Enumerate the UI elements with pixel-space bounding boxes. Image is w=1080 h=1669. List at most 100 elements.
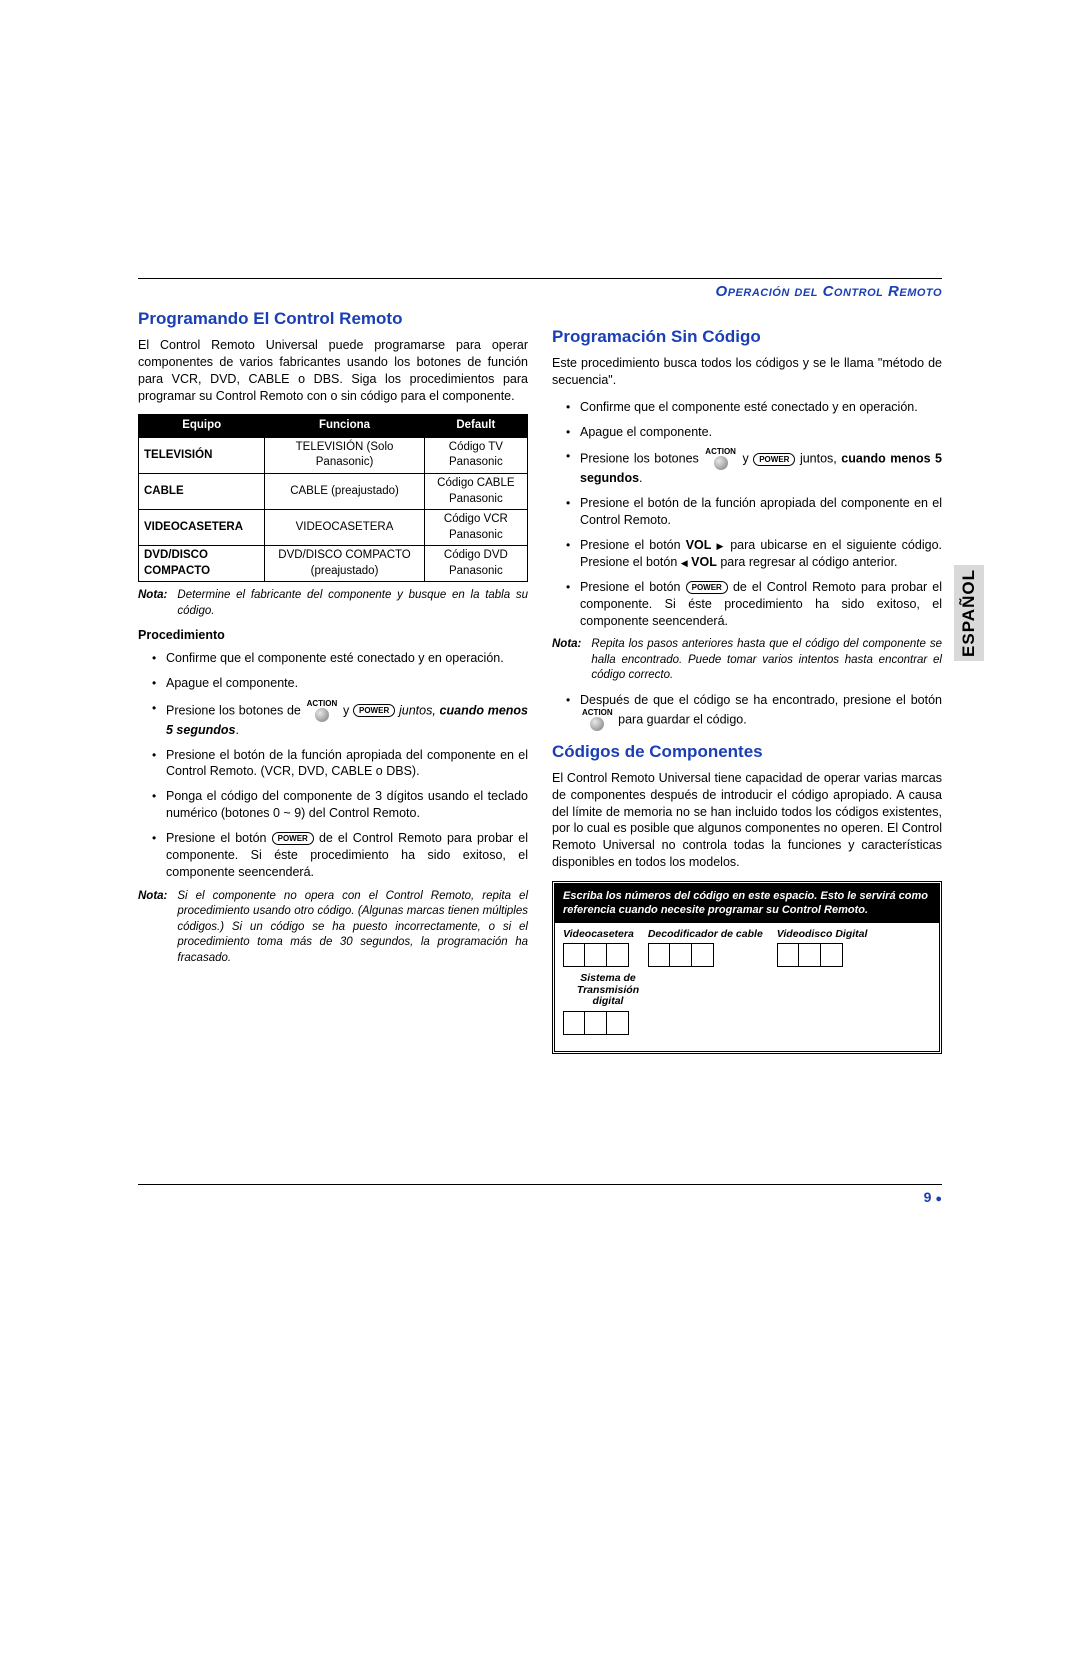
- digit-box[interactable]: [692, 943, 714, 967]
- codebox-cell-dvd: Videodisco Digital: [777, 929, 868, 968]
- period: .: [639, 471, 642, 485]
- digit-box[interactable]: [607, 943, 629, 967]
- codebox-cell-dbs: Sistema de Transmisión digital: [563, 973, 653, 1035]
- codes-intro: El Control Remoto Universal tiene capaci…: [552, 770, 942, 871]
- text: juntos,: [399, 703, 436, 717]
- header-rule: [138, 278, 942, 279]
- page-content: Operación del Control Remoto Programando…: [138, 278, 942, 1054]
- list-item: Presione el botón de la función apropiad…: [580, 495, 942, 529]
- digit-boxes: [563, 943, 634, 967]
- text: para regresar al código anterior.: [717, 555, 898, 569]
- text: Presione el botón: [580, 580, 681, 594]
- action-button-icon: ACTION: [705, 448, 736, 470]
- list-item: Apague el componente.: [166, 675, 528, 692]
- note-label: Nota:: [138, 588, 167, 619]
- th-default: Default: [424, 415, 527, 438]
- table-header-row: Equipo Funciona Default: [139, 415, 528, 438]
- cell-equipo: CABLE: [139, 473, 265, 509]
- digit-box[interactable]: [821, 943, 843, 967]
- right-column: Programación Sin Código Este procedimien…: [552, 306, 942, 1054]
- th-funciona: Funciona: [265, 415, 424, 438]
- digit-box[interactable]: [585, 943, 607, 967]
- code-reference-box: Escriba los números del código en este e…: [552, 881, 942, 1054]
- footer-rule: [138, 1184, 942, 1185]
- digit-box[interactable]: [585, 1011, 607, 1035]
- nocode-list: Confirme que el componente esté conectad…: [552, 399, 942, 630]
- list-item: Después de que el código se ha encontrad…: [580, 692, 942, 731]
- cell-default: Código DVD Panasonic: [424, 546, 527, 582]
- heading-codes: Códigos de Componentes: [552, 741, 942, 764]
- codebox-body: Videocasetera Decodificador de cable: [555, 923, 939, 1051]
- note-1: Nota: Determine el fabricante del compon…: [138, 588, 528, 619]
- cell-equipo: VIDEOCASETERA: [139, 510, 265, 546]
- two-column-layout: Programando El Control Remoto El Control…: [138, 306, 942, 1054]
- cell-funciona: TELEVISIÓN (Solo Panasonic): [265, 437, 424, 473]
- language-label: ESPAÑOL: [959, 569, 979, 657]
- vol-label: VOL: [691, 555, 717, 569]
- list-item: Presione el botón de la función apropiad…: [166, 747, 528, 781]
- digit-box[interactable]: [563, 943, 585, 967]
- power-button-icon: POWER: [272, 832, 314, 845]
- codebox-label: Videodisco Digital: [777, 929, 868, 941]
- list-item: Confirme que el componente esté conectad…: [580, 399, 942, 416]
- note-3: Nota: Repita los pasos anteriores hasta …: [552, 637, 942, 684]
- list-item: Presione los botones ACTION y POWER junt…: [580, 448, 942, 487]
- digit-box[interactable]: [777, 943, 799, 967]
- digit-box[interactable]: [799, 943, 821, 967]
- after-list: Después de que el código se ha encontrad…: [552, 692, 942, 731]
- digit-boxes: [777, 943, 868, 967]
- digit-boxes: [648, 943, 763, 967]
- cell-default: Código TV Panasonic: [424, 437, 527, 473]
- text: Presione los botones: [580, 452, 699, 466]
- heading-programming: Programando El Control Remoto: [138, 308, 528, 331]
- codebox-label: Decodificador de cable: [648, 929, 763, 941]
- action-label: ACTION: [705, 447, 736, 456]
- codebox-cell-vcr: Videocasetera: [563, 929, 634, 968]
- nocode-intro: Este procedimiento busca todos los códig…: [552, 355, 942, 389]
- note-label: Nota:: [552, 637, 581, 684]
- dot-icon: [315, 708, 329, 722]
- note-2: Nota: Si el componente no opera con el C…: [138, 889, 528, 967]
- action-label: ACTION: [582, 708, 613, 717]
- codebox-header: Escriba los números del código en este e…: [555, 884, 939, 923]
- digit-box[interactable]: [648, 943, 670, 967]
- power-button-icon: POWER: [353, 704, 395, 717]
- procedure-heading: Procedimiento: [138, 627, 528, 644]
- digit-box[interactable]: [563, 1011, 585, 1035]
- cell-equipo: TELEVISIÓN: [139, 437, 265, 473]
- digit-box[interactable]: [670, 943, 692, 967]
- digit-box[interactable]: [607, 1011, 629, 1035]
- text: y: [742, 452, 748, 466]
- note-label: Nota:: [138, 889, 167, 967]
- text: Presione el botón: [580, 538, 686, 552]
- text: para guardar el código.: [618, 712, 747, 726]
- list-item: Presione los botones de ACTION y POWER j…: [166, 700, 528, 739]
- codebox-cell-cable: Decodificador de cable: [648, 929, 763, 968]
- list-item: Ponga el código del componente de 3 dígi…: [166, 788, 528, 822]
- codebox-label: Videocasetera: [563, 929, 634, 941]
- intro-paragraph: El Control Remoto Universal puede progra…: [138, 337, 528, 405]
- action-button-icon: ACTION: [582, 709, 613, 731]
- power-button-icon: POWER: [753, 453, 795, 466]
- table-row: CABLE CABLE (preajustado) Código CABLE P…: [139, 473, 528, 509]
- left-column: Programando El Control Remoto El Control…: [138, 306, 528, 1054]
- heading-no-code: Programación Sin Código: [552, 326, 942, 349]
- list-item: Confirme que el componente esté conectad…: [166, 650, 528, 667]
- text: Presione los botones de: [166, 703, 301, 717]
- action-label: ACTION: [307, 699, 338, 708]
- digit-boxes: [563, 1011, 653, 1035]
- cell-default: Código CABLE Panasonic: [424, 473, 527, 509]
- page-bullet-icon: ●: [935, 1193, 942, 1205]
- list-item: Presione el botón VOL para ubicarse en e…: [580, 537, 942, 571]
- table-row: DVD/DISCO COMPACTO DVD/DISCO COMPACTO (p…: [139, 546, 528, 582]
- note-text: Determine el fabricante del componente y…: [177, 588, 528, 619]
- triangle-left-icon: [681, 555, 688, 569]
- text: y: [343, 703, 349, 717]
- table-row: TELEVISIÓN TELEVISIÓN (Solo Panasonic) C…: [139, 437, 528, 473]
- action-button-icon: ACTION: [307, 700, 338, 722]
- dot-icon: [590, 717, 604, 731]
- procedure-list: Confirme que el componente esté conectad…: [138, 650, 528, 881]
- note-text: Repita los pasos anteriores hasta que el…: [591, 637, 942, 684]
- text: Después de que el código se ha encontrad…: [580, 693, 942, 707]
- device-table: Equipo Funciona Default TELEVISIÓN TELEV…: [138, 414, 528, 582]
